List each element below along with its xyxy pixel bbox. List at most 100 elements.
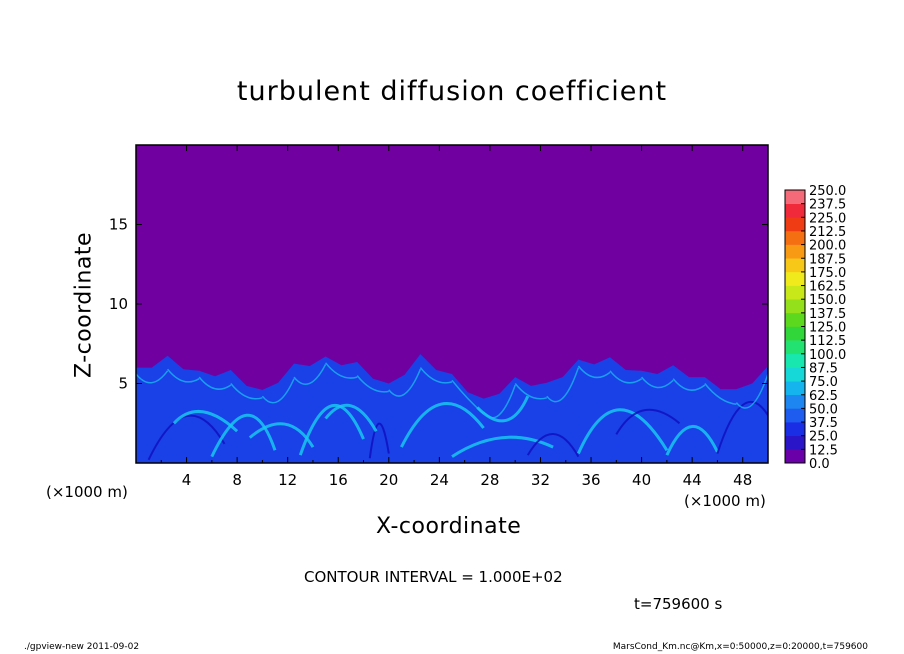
x-tick-label: 32	[531, 471, 550, 489]
turbulent-streak	[419, 367, 453, 384]
colorbar: 0.012.525.037.550.062.575.087.5100.0112.…	[784, 184, 846, 472]
colorbar-label: 237.5	[809, 198, 846, 213]
colorbar-label: 200.0	[809, 239, 846, 254]
turbulent-streak	[293, 364, 327, 386]
colorbar-label: 225.0	[809, 211, 846, 226]
colorbar-label: 162.5	[809, 280, 846, 295]
turbulent-streak	[609, 370, 643, 384]
turbulent-streak	[704, 383, 737, 405]
colorbar-label: 137.5	[809, 307, 846, 322]
plot-area	[135, 144, 769, 464]
turbulent-streak	[147, 414, 226, 461]
turbulent-streak	[665, 424, 719, 456]
turbulent-streak	[400, 402, 485, 448]
turbulent-streak	[388, 368, 422, 397]
colorbar-label: 112.5	[809, 334, 846, 349]
x-tick-label: 48	[733, 471, 752, 489]
colorbar-swatch	[785, 435, 805, 450]
colorbar-swatch	[785, 217, 805, 232]
colorbar-swatch	[785, 299, 805, 314]
footer-right: MarsCond_Km.nc@Km,x=0:50000,z=0:20000,t=…	[612, 642, 868, 652]
chart-title: turbulent diffusion coefficient	[236, 76, 668, 107]
y-axis-label: Z-coordinate	[71, 232, 97, 378]
turbulent-streak	[210, 413, 277, 458]
turbulent-streak	[136, 370, 169, 384]
footer-left: ./gpview-new 2011-09-02	[24, 642, 140, 652]
x-tick-label: 44	[683, 471, 702, 489]
colorbar-swatch	[785, 353, 805, 368]
colorbar-label: 87.5	[809, 361, 838, 376]
x-axis-label: X-coordinate	[376, 514, 522, 539]
x-tick-label: 4	[182, 471, 192, 489]
turbulent-streak	[716, 400, 768, 454]
colorbar-label: 75.0	[809, 375, 838, 390]
colorbar-swatch	[785, 312, 805, 327]
turbulent-streaks	[136, 362, 768, 461]
colorbar-label: 25.0	[809, 430, 838, 445]
turbulent-streak	[546, 367, 580, 403]
y-tick-label: 10	[109, 295, 128, 313]
turbulent-streak	[172, 409, 239, 433]
x-unit-right: (×1000 m)	[684, 492, 766, 510]
turbulent-streak	[615, 408, 681, 435]
x-tick-label: 40	[632, 471, 651, 489]
colorbar-label: 50.0	[809, 402, 838, 417]
colorbar-swatch	[785, 230, 805, 245]
x-axis: 4 8 12 16 20 24 28 32 36 40 44 48	[160, 145, 752, 489]
colorbar-swatch	[785, 394, 805, 409]
colorbar-label: 12.5	[809, 443, 838, 458]
x-tick-label: 16	[329, 471, 348, 489]
x-tick-label: 24	[430, 471, 449, 489]
colorbar-label: 175.0	[809, 266, 846, 281]
turbulent-streak	[167, 368, 200, 383]
colorbar-label: 187.5	[809, 252, 846, 267]
turbulent-streak	[483, 384, 516, 419]
turbulent-streak	[261, 378, 295, 404]
turbulent-streak	[735, 373, 768, 409]
colorbar-swatch	[785, 422, 805, 436]
turbulent-streak	[577, 365, 611, 379]
colorbar-label: 37.5	[809, 416, 838, 431]
time-label: t=759600 s	[634, 595, 723, 613]
colorbar-swatch	[785, 449, 805, 464]
colorbar-swatch	[785, 190, 805, 204]
turbulent-streak	[356, 375, 389, 393]
colorbar-label: 150.0	[809, 293, 846, 308]
colorbar-label: 62.5	[809, 389, 838, 404]
turbulent-streak	[672, 378, 706, 391]
colorbar-label: 212.5	[809, 225, 846, 240]
x-tick-label: 28	[480, 471, 499, 489]
colorbar-label: 100.0	[809, 348, 846, 363]
colorbar-swatch	[785, 340, 805, 355]
x-tick-label: 36	[581, 471, 600, 489]
turbulent-streak	[577, 408, 669, 455]
turbulent-streak	[368, 422, 390, 459]
colorbar-label: 0.0	[809, 457, 830, 472]
turbulent-streak	[451, 435, 554, 458]
turbulent-layer	[136, 354, 768, 463]
turbulent-streak	[451, 379, 485, 415]
turbulent-streak	[526, 432, 580, 458]
x-unit-left: (×1000 m)	[46, 483, 128, 501]
colorbar-label: 250.0	[809, 184, 846, 199]
y-tick-label: 15	[109, 216, 128, 234]
colorbar-swatch	[785, 285, 805, 300]
contour-interval: CONTOUR INTERVAL = 1.000E+02	[304, 568, 563, 586]
y-axis: 5 10 15	[109, 216, 768, 393]
colorbar-label: 125.0	[809, 321, 846, 336]
colorbar-swatch	[785, 381, 805, 396]
x-tick-label: 12	[278, 471, 297, 489]
colorbar-swatch	[785, 258, 805, 273]
y-tick-label: 5	[118, 375, 128, 393]
turbulent-streak	[325, 362, 358, 379]
turbulent-streak	[230, 383, 263, 400]
colorbar-swatch	[785, 271, 805, 286]
colorbar-swatch	[785, 203, 805, 218]
colorbar-swatch	[785, 408, 805, 423]
turbulent-streak	[641, 376, 674, 389]
colorbar-swatch	[785, 326, 805, 341]
colorbar-swatch	[785, 367, 805, 382]
colorbar-swatch	[785, 244, 805, 259]
turbulent-streak	[514, 383, 548, 400]
